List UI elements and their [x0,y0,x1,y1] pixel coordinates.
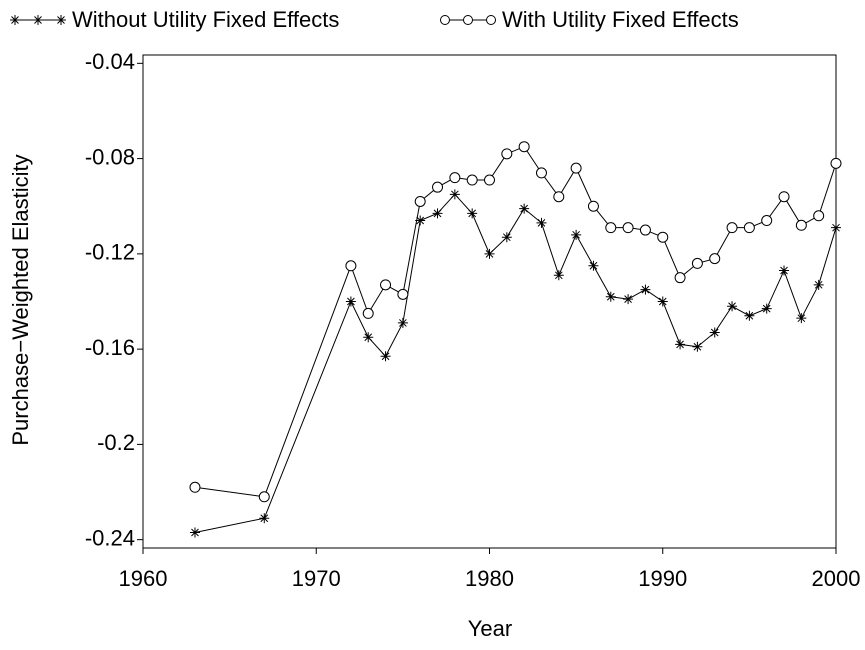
marker-circle [570,162,582,174]
marker-asterisk [449,189,460,200]
marker-asterisk [831,222,841,233]
marker-asterisk [709,327,720,338]
x-tick-label: 2000 [812,566,861,591]
marker-circle [518,141,530,153]
marker-asterisk [588,260,599,271]
marker-asterisk [779,265,790,276]
legend-label: With Utility Fixed Effects [502,7,739,32]
marker-asterisk [796,313,807,324]
marker-circle [795,219,807,231]
y-tick-label: -0.04 [85,49,135,74]
marker-asterisk [397,317,408,328]
marker-circle [743,222,755,234]
marker-asterisk [432,208,443,219]
marker-circle [258,491,270,503]
marker-circle [587,200,599,212]
marker-circle [501,148,513,160]
marker-asterisk [415,215,426,226]
marker-circle [345,260,357,272]
marker-circle [639,224,651,236]
marker-asterisk [553,270,564,281]
marker-circle [189,481,201,493]
marker-asterisk [484,248,495,259]
marker-circle [397,288,409,300]
marker-asterisk [501,232,512,243]
marker-circle [657,231,669,243]
marker-asterisk [259,513,270,524]
marker-asterisk [380,351,391,362]
marker-asterisk [467,208,478,219]
y-axis-label: Purchase−Weighted Elasticity [8,154,33,445]
x-tick-label: 1990 [638,566,687,591]
legend-marker [486,15,496,25]
marker-asterisk [345,296,356,307]
y-tick-label: -0.12 [85,240,135,265]
marker-circle [709,253,721,265]
marker-circle [830,157,842,169]
marker-circle [414,195,426,207]
marker-circle [605,222,617,234]
y-tick-label: -0.16 [85,335,135,360]
y-tick-label: -0.2 [97,430,135,455]
marker-circle [553,191,565,203]
legend-item: With Utility Fixed Effects [440,7,739,32]
marker-circle [813,210,825,222]
marker-asterisk [571,229,582,240]
marker-circle [466,174,478,186]
marker-circle [535,167,547,179]
marker-asterisk [657,296,668,307]
marker-asterisk [519,203,530,214]
y-tick-label: -0.24 [85,525,135,550]
marker-circle [432,181,444,193]
marker-circle [726,222,738,234]
marker-asterisk [727,301,738,312]
marker-asterisk [189,527,200,538]
legend-marker [10,15,20,25]
marker-asterisk [692,341,703,352]
marker-circle [691,257,703,269]
legend-marker [440,15,450,25]
y-tick-label: -0.08 [85,144,135,169]
marker-asterisk [761,303,772,314]
legend-marker [56,15,66,25]
legend-item: Without Utility Fixed Effects [10,7,339,32]
legend-label: Without Utility Fixed Effects [72,7,339,32]
marker-asterisk [675,339,686,350]
marker-asterisk [640,284,651,295]
marker-circle [362,307,374,319]
marker-circle [761,215,773,227]
marker-asterisk [363,332,374,343]
series-line [194,146,837,498]
marker-asterisk [813,279,824,290]
marker-asterisk [536,217,547,228]
marker-asterisk [605,291,616,302]
marker-circle [622,222,634,234]
marker-circle [449,172,461,184]
marker-circle [380,279,392,291]
marker-asterisk [744,310,755,321]
x-axis-label: Year [468,616,512,641]
x-tick-label: 1980 [465,566,514,591]
marker-circle [674,272,686,284]
legend-marker [463,15,473,25]
marker-circle [484,174,495,186]
marker-circle [778,191,790,203]
marker-asterisk [623,294,634,305]
x-tick-label: 1970 [292,566,341,591]
legend-marker [33,15,43,25]
x-tick-label: 1960 [119,566,168,591]
series-line [194,193,837,534]
